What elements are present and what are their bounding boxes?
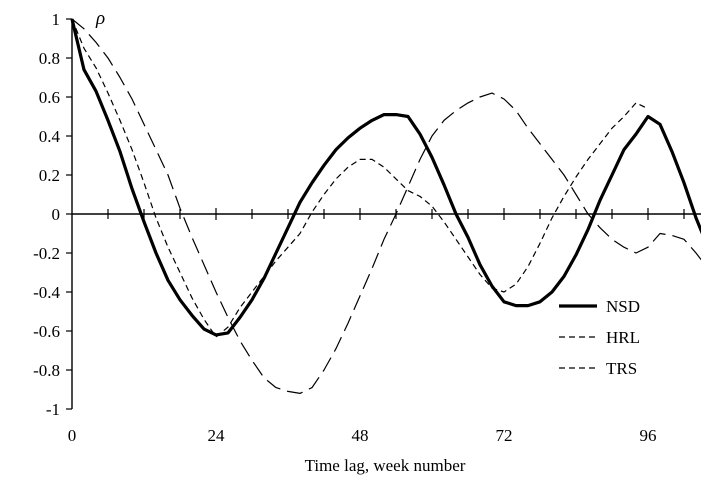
axes-layer: 1 0.8 0.6 0.4 0.2 0 -0.2 -0.4 -0.6 -0.8 -1 0 24 48 72 9… [33,10,701,445]
x-tick-label: 24 [208,426,226,445]
series-layer [70,18,701,394]
y-tick-label: -0.8 [33,361,60,380]
x-tick-label: 96 [640,426,657,445]
legend-label-trs: TRS [606,359,637,378]
y-tick-label: 0.8 [39,49,60,68]
legend-label-nsd: NSD [606,297,640,316]
x-tick-label: 0 [68,426,77,445]
y-tick-label: 0.6 [39,88,60,107]
y-tick-label: 0 [52,205,61,224]
y-axis-label: ρ [95,8,105,29]
y-tick-label: -0.4 [33,283,60,302]
y-tick-label: 0.4 [39,127,61,146]
y-tick-label: -0.2 [33,244,60,263]
x-tick-label: 72 [496,426,513,445]
y-tick-label: 1 [52,10,61,29]
y-tick-label: -0.6 [33,322,60,341]
y-tick-label: 0.2 [39,166,60,185]
series-line-trs [71,18,649,338]
series-line-nsd [70,18,701,337]
y-tick-label: -1 [46,400,60,419]
x-axis-label: Time lag, week number [305,456,466,475]
series-line-hrl [71,18,701,394]
legend: NSD HRL TRS [559,297,640,378]
legend-label-hrl: HRL [606,328,640,347]
x-tick-label: 48 [352,426,369,445]
